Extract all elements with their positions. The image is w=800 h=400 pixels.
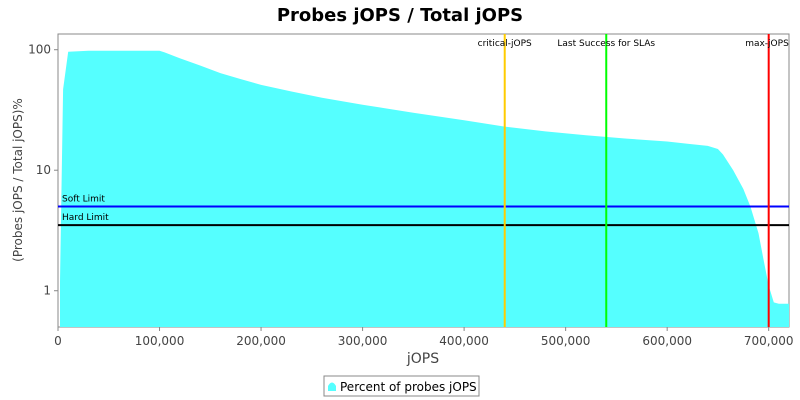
chart-title: Probes jOPS / Total jOPS (277, 5, 523, 26)
y-axis-label: (Probes jOPS / Total jOPS)% (11, 98, 25, 262)
hline-label-1: Hard Limit (62, 213, 109, 223)
legend-swatch (328, 382, 336, 391)
y-axis-ticks: 1 10 100 (28, 43, 58, 298)
vline-label-1: Last Success for SLAs (557, 39, 655, 49)
vertical-lines: critical-jOPS Last Success for SLAs max-jO… (478, 34, 789, 327)
y-tick-label-1: 10 (36, 163, 51, 177)
x-tick-label-5: 500,000 (541, 334, 591, 348)
x-tick-label-0: 0 (54, 334, 62, 348)
y-tick-label-2: 100 (28, 43, 51, 57)
vline-label-0: critical-jOPS (478, 39, 532, 49)
x-tick-label-3: 300,000 (338, 334, 388, 348)
x-tick-label-4: 400,000 (439, 334, 489, 348)
vline-label-2: max-jOPS (745, 39, 789, 49)
x-axis-label: jOPS (406, 351, 439, 367)
legend: Percent of probes jOPS (323, 375, 480, 397)
x-tick-label-6: 600,000 (642, 334, 692, 348)
x-tick-label-7: 700,000 (744, 334, 794, 348)
y-tick-label-0: 1 (43, 284, 51, 298)
horizontal-lines: Soft Limit Hard Limit (58, 194, 789, 227)
x-axis-ticks: 0 100,000 200,000 300,000 400,000 500,000 600,… (54, 327, 794, 348)
hline-label-0: Soft Limit (62, 194, 105, 204)
legend-entry-label: Percent of probes jOPS (340, 380, 477, 394)
x-tick-label-2: 200,000 (236, 334, 286, 348)
x-tick-label-1: 100,000 (135, 334, 185, 348)
legend-box (323, 375, 480, 397)
